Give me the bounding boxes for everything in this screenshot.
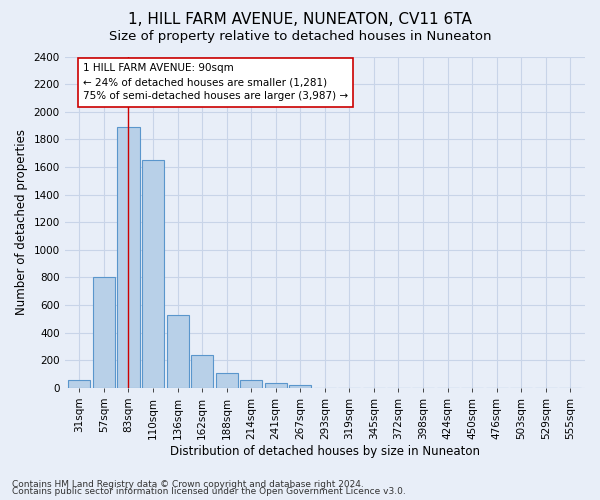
- Bar: [265, 383, 287, 388]
- Bar: [240, 380, 262, 388]
- Bar: [142, 160, 164, 388]
- Text: 1 HILL FARM AVENUE: 90sqm
← 24% of detached houses are smaller (1,281)
75% of se: 1 HILL FARM AVENUE: 90sqm ← 24% of detac…: [83, 64, 348, 102]
- Bar: [68, 380, 91, 388]
- Bar: [215, 374, 238, 388]
- Text: Contains HM Land Registry data © Crown copyright and database right 2024.: Contains HM Land Registry data © Crown c…: [12, 480, 364, 489]
- Text: Size of property relative to detached houses in Nuneaton: Size of property relative to detached ho…: [109, 30, 491, 43]
- Bar: [167, 314, 188, 388]
- Bar: [118, 127, 140, 388]
- Y-axis label: Number of detached properties: Number of detached properties: [15, 129, 28, 315]
- Bar: [289, 385, 311, 388]
- X-axis label: Distribution of detached houses by size in Nuneaton: Distribution of detached houses by size …: [170, 444, 480, 458]
- Text: 1, HILL FARM AVENUE, NUNEATON, CV11 6TA: 1, HILL FARM AVENUE, NUNEATON, CV11 6TA: [128, 12, 472, 28]
- Bar: [93, 278, 115, 388]
- Text: Contains public sector information licensed under the Open Government Licence v3: Contains public sector information licen…: [12, 488, 406, 496]
- Bar: [191, 354, 213, 388]
